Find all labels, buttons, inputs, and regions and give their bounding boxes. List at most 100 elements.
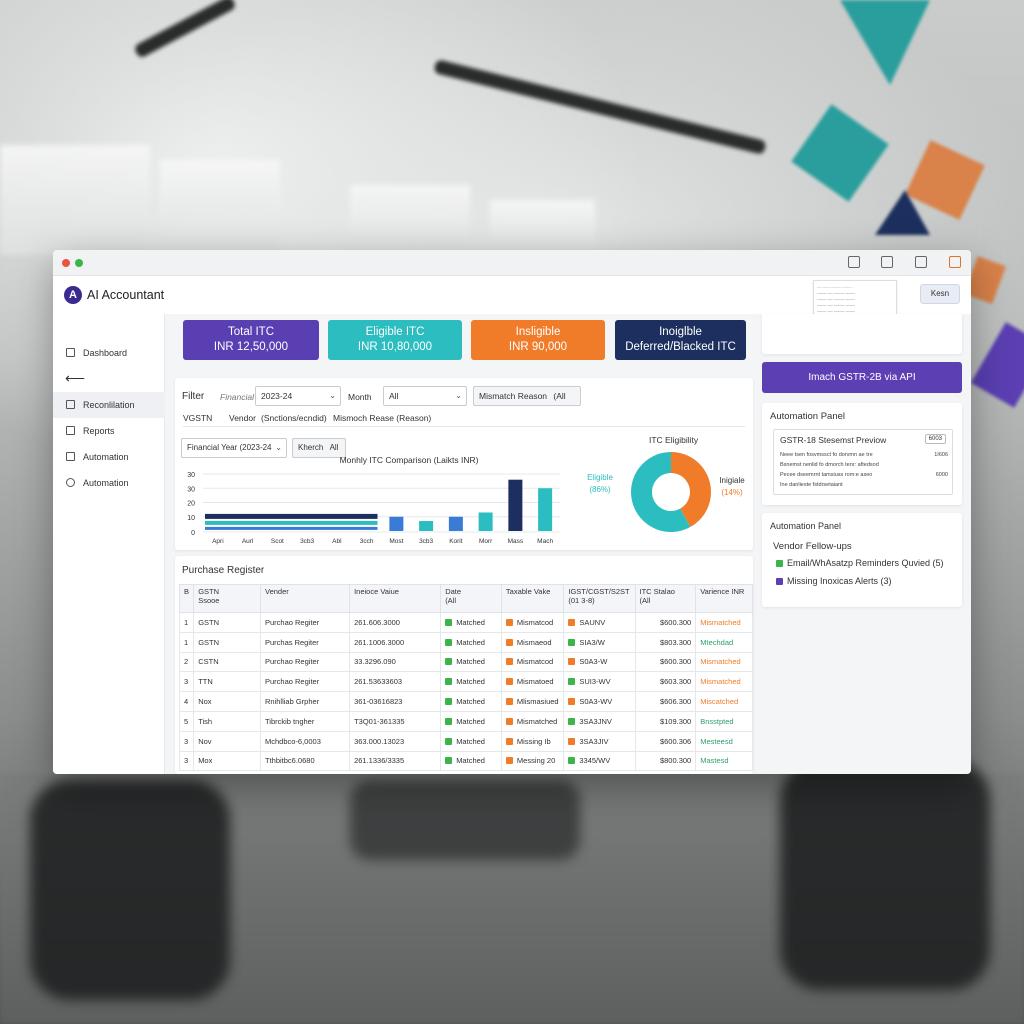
cell-text: Purchao Regiter [265, 677, 320, 687]
line-text: Pecee dseemrnt tamsiuss rom:e aseo [780, 472, 873, 478]
column-header[interactable]: ITC Stalao (All [634, 584, 697, 613]
reset-button[interactable]: Kesn [920, 284, 960, 304]
sidebar: Dashboard ⟵ Reconlilation Reports Automa… [53, 314, 165, 774]
month-select[interactable]: All ⌄ [383, 386, 467, 406]
column-header[interactable]: Date (All [440, 584, 502, 613]
ceiling-lamp [133, 0, 237, 60]
followup-label: Missing Inoxicas Alerts (3) [787, 576, 892, 586]
deferred-blocked-itc-card[interactable]: Inoiglble Deferred/Blacked ITC [615, 320, 746, 360]
table-cell: Mismatcod [500, 612, 565, 633]
table-cell: S0A3-W [563, 651, 636, 673]
table-cell: Missing Ib [500, 730, 565, 752]
gstr-statement-preview[interactable]: GSTR-18 Stesemst Previow 6003 Neee tsen … [773, 429, 953, 495]
table-cell: Mastesd [695, 750, 753, 772]
status-icon [505, 757, 513, 765]
window-icon[interactable] [881, 256, 893, 268]
table-cell: Matched [440, 730, 502, 752]
line-text: Ine danlieste fstdrsetaiant [780, 482, 843, 488]
status-icon [505, 618, 513, 626]
total-itc-card[interactable]: Total ITC INR 12,50,000 [183, 320, 319, 360]
cell-text: 361-03616823 [354, 697, 403, 707]
vendor-filter-value[interactable]: (Snctions/ecndid) [261, 413, 327, 423]
sidebar-item-dashboard[interactable]: Dashboard [53, 340, 165, 366]
chart-month-select[interactable]: Kherch All [292, 438, 346, 458]
status-icon [568, 757, 576, 765]
status-icon [505, 698, 513, 706]
chart-financial-year-select[interactable]: Financial Year (2023-24 ⌄ [181, 438, 287, 458]
y-tick-label: 30 [187, 472, 195, 479]
maximize-dot[interactable] [75, 259, 83, 267]
table-cell: $603.300 [634, 671, 697, 693]
ineligible-itc-card[interactable]: Insligible INR 90,000 [471, 320, 605, 360]
table-row[interactable]: 4 Nox Rnihlliab Grpher 361-03616823 Matched M… [178, 691, 753, 712]
column-header[interactable]: Ineioce Vaiue [349, 584, 442, 613]
cell-text: 261.53633603 [354, 677, 403, 687]
table-row[interactable]: 2 CSTN Purchao Regiter 33.3296.090 Matched Mi… [178, 651, 753, 673]
table-row[interactable]: 1 GSTN Purchao Regiter 261.606.3000 Matched M… [178, 612, 753, 633]
right-top-panel [762, 314, 962, 354]
table-cell: SAUNV [563, 612, 636, 633]
cell-text: 2 [184, 657, 189, 667]
status-icon [505, 678, 513, 686]
select-value: All [329, 443, 339, 452]
column-header[interactable]: IGST/CGST/S2ST (01 3-8) [563, 584, 636, 613]
x-tick-label: Abl [332, 538, 342, 545]
cell-text: Matched [456, 736, 485, 746]
sidebar-item-automation[interactable]: Automation [53, 444, 165, 470]
table-cell: 261.1006.3000 [349, 631, 442, 653]
window-icon[interactable] [848, 256, 860, 268]
sidebar-item-reports[interactable]: Reports [53, 418, 165, 444]
import-gstr-2b-button[interactable]: Imach GSTR-2B via API [762, 362, 962, 393]
table-row[interactable]: 1 GSTN Purchas Regiter 261.1006.3000 Matched… [178, 631, 753, 653]
mismatch-reason-filter[interactable]: Mismoch Rease (Reason) [333, 413, 432, 423]
window-icon[interactable] [915, 256, 927, 268]
cell-text: Purchao Regiter [265, 657, 320, 667]
gstr-preview-lines: Neee tsen fosvmssct fo dorvmn ae tre 1I60… [780, 452, 948, 492]
bar-band [205, 513, 378, 519]
sidebar-item-automation-2[interactable]: Automation [53, 470, 165, 496]
table-cell: $800.300 [634, 750, 697, 772]
sidebar-item-label: Reconlilation [83, 400, 135, 410]
table-cell: 4 [178, 691, 195, 712]
notification-icon[interactable] [949, 256, 961, 268]
decor-shape [970, 322, 1024, 408]
table-cell: Tibrckib tngher [259, 710, 351, 732]
cell-text: 33.3296.090 [354, 657, 396, 667]
table-cell: 363.000.13023 [349, 730, 442, 752]
cell-text: Miscatched [700, 697, 739, 707]
mismatch-reason-select[interactable]: Mismatch Reason (All [473, 386, 581, 406]
table-cell: 1 [178, 612, 195, 633]
table-row[interactable]: 3 Mox Tthbitbc6.0680 261.1336/3335 Matched Me… [178, 750, 753, 772]
back-arrow-icon[interactable]: ⟵ [65, 370, 86, 386]
gstr-preview-line: Neee tsen fosvmssct fo dorvmn ae tre 1I60… [780, 452, 948, 462]
ceiling-lamp [433, 59, 767, 155]
table-row[interactable]: 5 Tish Tibrckib tngher T3Q01-361335 Matched M… [178, 710, 753, 732]
column-header[interactable]: Varience INR [695, 584, 753, 613]
followup-item-missing-invoices[interactable]: Missing Inoxicas Alerts (3) [776, 576, 892, 586]
status-icon [445, 737, 453, 745]
purchase-register-title: Purchase Register [182, 565, 265, 576]
column-header[interactable]: Vender [259, 584, 351, 613]
column-header[interactable]: GSTN Ssooe [193, 584, 261, 613]
x-tick-label: Morr [479, 538, 493, 545]
sidebar-item-reconciliation[interactable]: Reconlilation [53, 392, 165, 418]
bar [508, 479, 523, 531]
eligible-itc-card[interactable]: Eligible ITC INR 10,80,000 [328, 320, 462, 360]
y-tick-label: 10 [187, 515, 195, 522]
divider [183, 426, 745, 427]
financial-year-select[interactable]: 2023-24 ⌄ [255, 386, 341, 406]
gstr-preview-badge: 6003 [924, 434, 946, 444]
column-header[interactable]: B [178, 584, 195, 613]
background-window [350, 185, 470, 255]
column-header[interactable]: Taxable Vake [500, 584, 565, 613]
followup-item-reminders[interactable]: Email/WhAsatzp Reminders Quvied (5) [776, 558, 944, 568]
card-value: INR 12,50,000 [213, 341, 289, 353]
table-row[interactable]: 3 TTN Purchao Regiter 261.53633603 Matched Mi… [178, 671, 753, 693]
cell-text: TTN [198, 677, 213, 687]
table-row[interactable]: 3 Nov Mchdbco-6,0003 363.000.13023 Matched Mi… [178, 730, 753, 752]
close-dot[interactable] [62, 259, 70, 267]
table-cell: 261.606.3000 [349, 612, 442, 633]
gstr-preview-line: Pecee dseemrnt tamsiuss rom:e aseo 6000 [780, 472, 948, 482]
status-icon [445, 698, 453, 706]
x-tick-label: Most [389, 538, 403, 545]
